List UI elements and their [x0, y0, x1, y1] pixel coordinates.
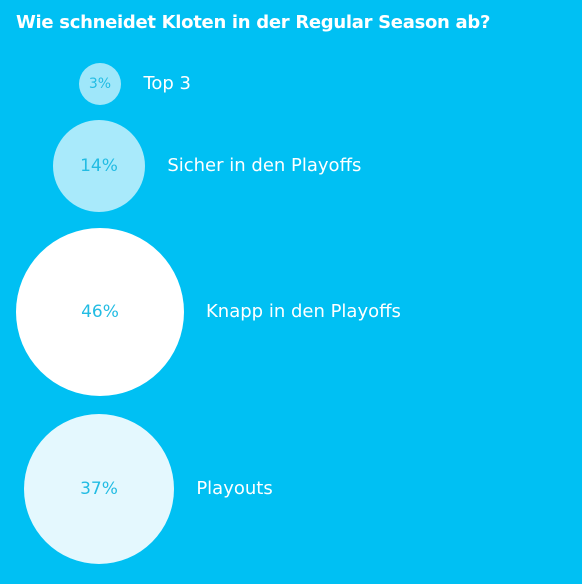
bubble-label-top-3: Top 3 [143, 73, 191, 94]
bubble-value-top-3: 3% [88, 75, 112, 92]
bubble-knapp-in-den-playoffs: 46% [16, 228, 184, 396]
chart-title: Wie schneidet Kloten in der Regular Seas… [16, 12, 491, 33]
bubble-sicher-in-den-playoffs: 14% [52, 119, 146, 213]
bubble-value-playouts: 37% [80, 478, 118, 499]
bubble-value-knapp-in-den-playoffs: 46% [81, 302, 119, 322]
bubble-top-3: 3% [78, 62, 122, 106]
bubble-playouts: 37% [23, 413, 175, 565]
bubble-label-sicher-in-den-playoffs: Sicher in den Playoffs [167, 155, 362, 176]
bubble-label-knapp-in-den-playoffs: Knapp in den Playoffs [206, 301, 401, 322]
bubble-value-sicher-in-den-playoffs: 14% [80, 155, 118, 176]
bubble-label-playouts: Playouts [196, 478, 273, 499]
